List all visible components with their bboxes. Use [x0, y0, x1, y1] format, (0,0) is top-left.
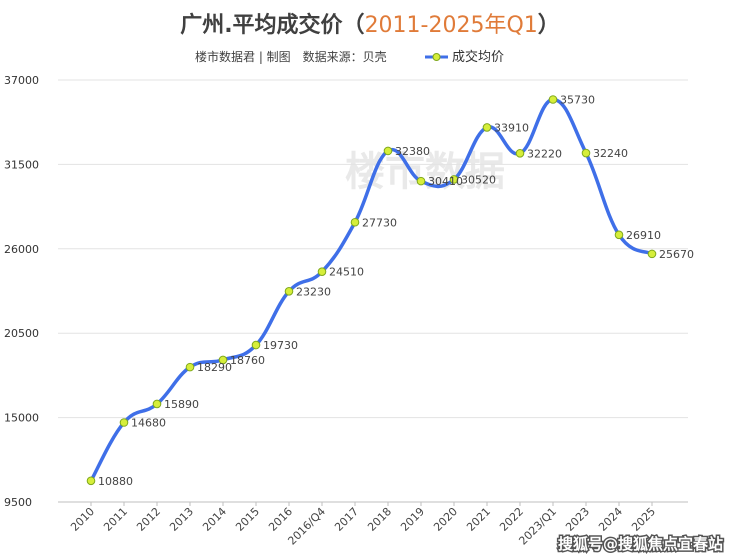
data-point	[416, 176, 426, 186]
legend-marker-swatch	[432, 53, 441, 61]
data-point	[515, 149, 525, 158]
data-label: 18290	[197, 361, 232, 374]
data-point	[86, 476, 96, 486]
data-label: 30520	[461, 173, 496, 186]
y-tick-label: 31500	[4, 158, 39, 171]
x-tick-label: 2025	[629, 505, 658, 534]
chart-title: 广州.平均成交价（2011-2025年Q1）	[180, 12, 560, 38]
x-tick-label: 2010	[68, 505, 97, 534]
data-point	[383, 146, 393, 156]
data-label: 24510	[329, 266, 364, 279]
x-tick-label: 2016	[266, 505, 295, 534]
data-label: 27730	[362, 216, 397, 229]
data-label: 32380	[395, 145, 430, 158]
data-point	[614, 230, 624, 240]
data-label: 14680	[131, 417, 166, 430]
data-label: 30410	[428, 175, 463, 188]
x-tick-label: 2018	[365, 505, 394, 534]
y-tick-label: 20500	[4, 327, 39, 340]
data-point	[284, 287, 294, 296]
chart-title-main: 广州.平均成交价	[180, 12, 343, 38]
y-tick-label: 26000	[4, 243, 39, 256]
x-tick-label: 2015	[233, 505, 262, 534]
data-label: 10880	[98, 475, 133, 488]
data-point	[449, 175, 459, 184]
data-label: 33910	[494, 121, 529, 134]
data-points	[86, 95, 657, 486]
data-label: 26910	[626, 229, 661, 242]
x-tick-label: 2017	[332, 505, 361, 534]
data-point	[350, 217, 360, 227]
y-tick-label: 15000	[4, 412, 39, 425]
chart-subtitle: 楼市数据君 | 制图 数据来源：贝壳	[195, 49, 387, 64]
data-label: 23230	[296, 285, 331, 298]
x-tick-label: 2023	[563, 505, 592, 534]
data-label: 35730	[560, 93, 595, 106]
x-tick-label: 2024	[596, 505, 625, 534]
axes	[58, 501, 688, 506]
data-point	[482, 123, 492, 132]
data-point	[647, 249, 657, 259]
data-point	[152, 399, 162, 409]
x-tick-label: 2011	[101, 505, 130, 534]
x-tick-label: 2021	[464, 505, 493, 534]
background-watermark: 楼市数据	[345, 149, 505, 195]
data-point	[581, 148, 591, 158]
x-tick-label: 2022	[497, 505, 526, 534]
y-tick-label: 9500	[4, 496, 32, 509]
footer-watermark-text: 搜狐号@搜狐焦点宜春站	[558, 535, 723, 553]
data-point	[548, 95, 558, 104]
x-tick-label: 2012	[134, 505, 163, 534]
data-label: 25670	[659, 248, 694, 261]
y-axis-ticks: 9500 15000 20500 26000 31500 37000	[4, 74, 39, 509]
data-point	[119, 418, 129, 427]
legend-label: 成交均价	[452, 49, 504, 65]
data-point	[317, 267, 327, 276]
data-point	[218, 355, 228, 365]
legend: 成交均价	[425, 49, 504, 65]
chart-title-accent: 2011-2025年Q1	[365, 13, 538, 38]
chart-title-open-paren: （	[343, 13, 365, 38]
chart-title-close-paren: ）	[538, 13, 560, 38]
data-label: 32240	[593, 147, 628, 160]
x-tick-label: 2013	[167, 505, 196, 534]
x-tick-label: 2019	[398, 505, 427, 534]
x-tick-label: 2020	[431, 505, 460, 534]
x-tick-label: 2014	[200, 505, 229, 534]
y-tick-label: 37000	[4, 74, 39, 87]
data-point	[185, 362, 195, 372]
data-label: 15890	[164, 398, 199, 411]
footer-watermark: 搜狐号@搜狐焦点宜春站	[556, 534, 724, 555]
data-point	[251, 340, 261, 350]
data-label: 18760	[230, 354, 265, 367]
grid	[58, 79, 688, 503]
data-label: 19730	[263, 339, 298, 352]
data-label: 32220	[527, 147, 562, 160]
